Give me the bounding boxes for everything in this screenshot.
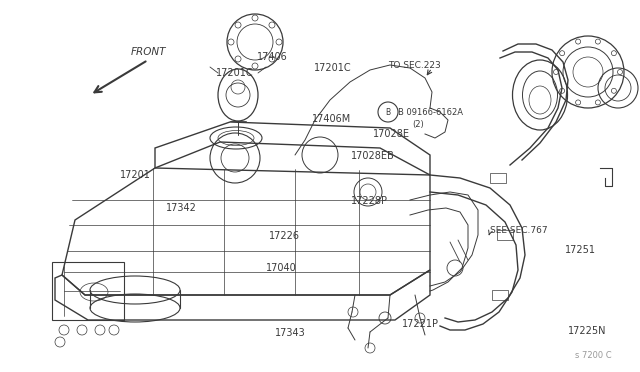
Text: B 09166-6162A: B 09166-6162A [398, 108, 463, 116]
Text: SEE SEC.767: SEE SEC.767 [490, 225, 548, 234]
Bar [490, 173, 506, 183]
Text: 17343: 17343 [275, 328, 306, 338]
Text: FRONT: FRONT [131, 47, 166, 57]
Text: TO SEC.223: TO SEC.223 [388, 61, 441, 70]
Text: 17028E: 17028E [372, 129, 410, 139]
Text: (2): (2) [412, 119, 424, 128]
Text: 17201C: 17201C [216, 68, 254, 77]
Text: s 7200 C: s 7200 C [575, 350, 612, 359]
Text: 17251: 17251 [564, 245, 595, 255]
Text: 17226: 17226 [269, 231, 300, 241]
Bar [492, 290, 508, 300]
Text: 17406: 17406 [257, 52, 288, 61]
Text: 17342: 17342 [166, 203, 197, 213]
Text: 17228P: 17228P [351, 196, 388, 206]
Text: 17225N: 17225N [568, 326, 607, 336]
Bar [52, 262, 124, 320]
Text: 17201: 17201 [120, 170, 151, 180]
Text: 17201C: 17201C [314, 63, 351, 73]
Bar [497, 230, 513, 240]
Text: 17028EB: 17028EB [351, 151, 394, 161]
Text: B: B [385, 108, 390, 116]
Text: 17040: 17040 [266, 263, 296, 273]
Text: 17221P: 17221P [402, 319, 439, 328]
Text: 17406M: 17406M [312, 114, 351, 124]
